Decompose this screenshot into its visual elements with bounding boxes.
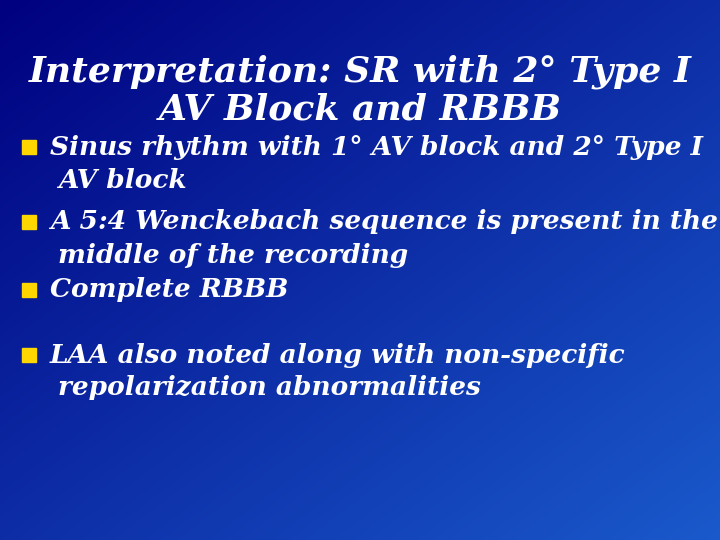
Bar xyxy=(22,348,36,362)
Text: Interpretation: SR with 2° Type I: Interpretation: SR with 2° Type I xyxy=(29,55,691,89)
Text: Complete RBBB: Complete RBBB xyxy=(50,278,289,302)
Bar xyxy=(22,283,36,297)
Bar xyxy=(22,215,36,229)
Text: LAA also noted along with non-specific: LAA also noted along with non-specific xyxy=(50,342,626,368)
Text: middle of the recording: middle of the recording xyxy=(58,242,408,267)
Bar xyxy=(22,140,36,154)
Text: A 5:4 Wenckebach sequence is present in the: A 5:4 Wenckebach sequence is present in … xyxy=(50,210,718,234)
Text: AV block: AV block xyxy=(58,167,186,192)
Text: AV Block and RBBB: AV Block and RBBB xyxy=(158,93,562,127)
Text: repolarization abnormalities: repolarization abnormalities xyxy=(58,375,481,401)
Text: Sinus rhythm with 1° AV block and 2° Type I: Sinus rhythm with 1° AV block and 2° Typ… xyxy=(50,134,703,159)
